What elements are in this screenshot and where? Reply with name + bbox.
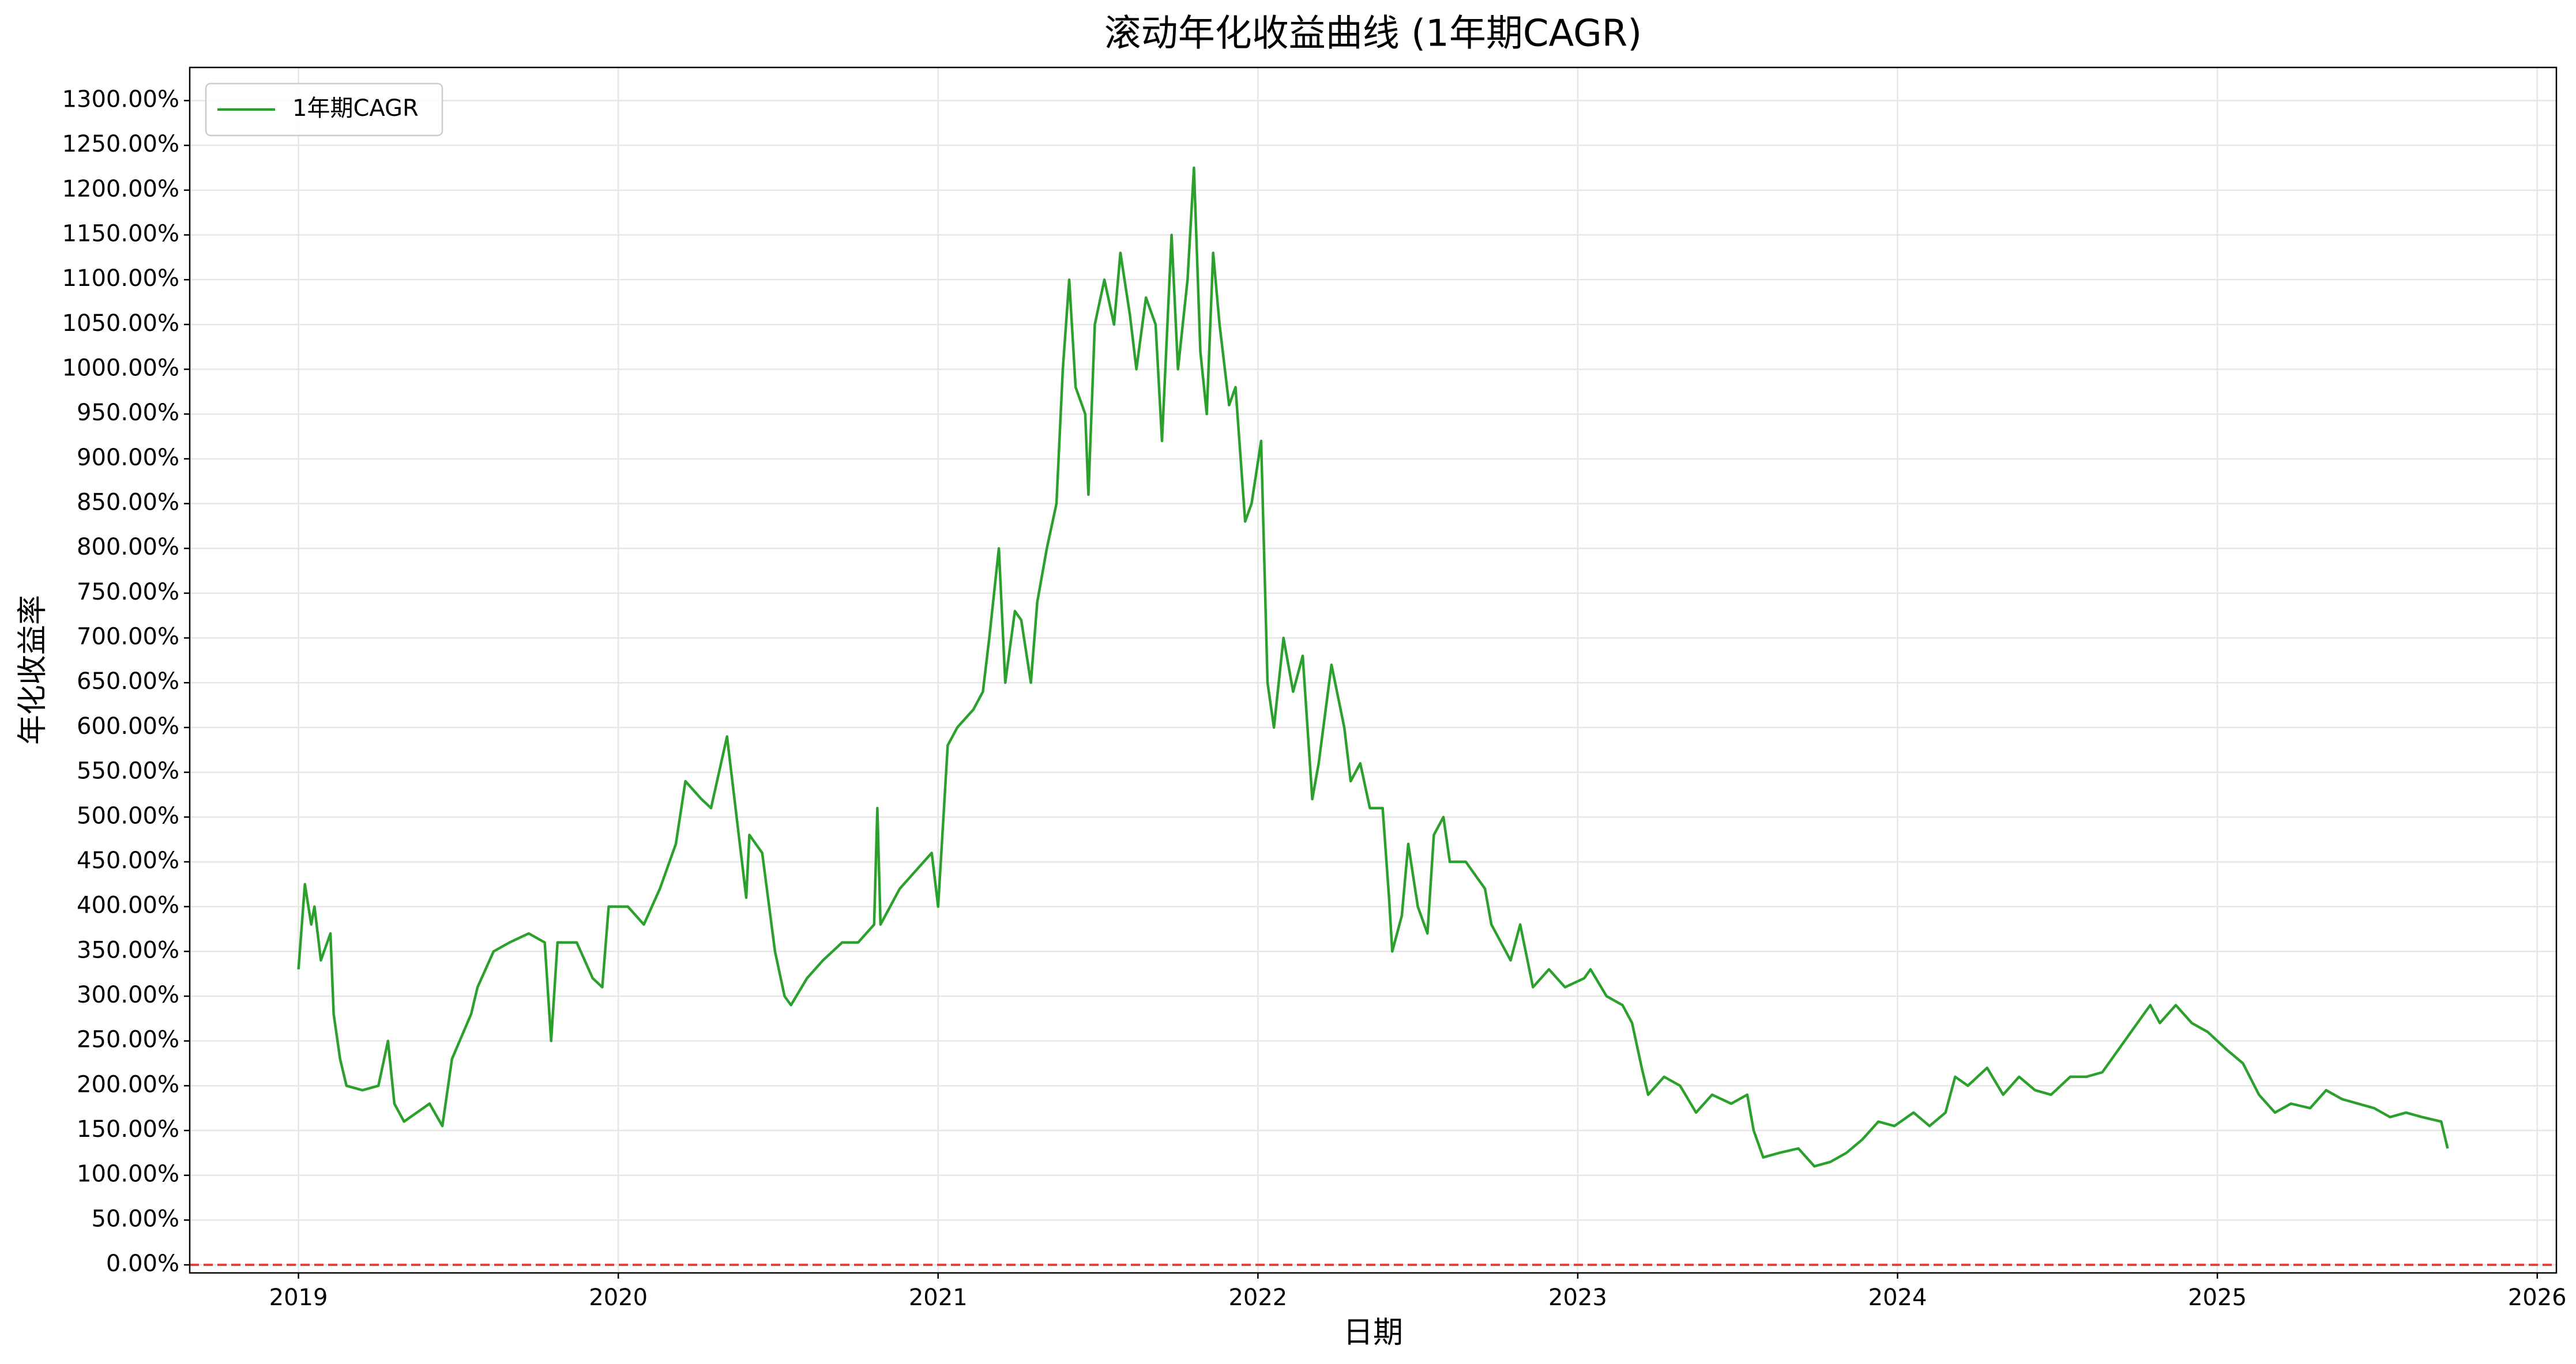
y-tick-label: 1200.00% — [62, 176, 179, 202]
x-axis-label: 日期 — [1343, 1316, 1403, 1350]
legend-box — [205, 82, 443, 137]
y-tick-label: 1300.00% — [62, 86, 179, 112]
legend-label: 1年期CAGR — [292, 95, 419, 122]
x-tick-label: 2025 — [2188, 1284, 2247, 1311]
x-tick-label: 2021 — [909, 1284, 968, 1311]
x-tick-label: 2019 — [269, 1284, 328, 1311]
y-tick-label: 300.00% — [77, 982, 179, 1008]
x-tick-label: 2026 — [2508, 1284, 2567, 1311]
y-tick-label: 1150.00% — [62, 221, 179, 247]
y-tick-label: 850.00% — [77, 489, 179, 516]
y-tick-label: 0.00% — [106, 1250, 179, 1277]
y-tick-label: 800.00% — [77, 534, 179, 560]
y-tick-label: 100.00% — [77, 1161, 179, 1188]
y-tick-label: 1250.00% — [62, 131, 179, 157]
y-tick-label: 1050.00% — [62, 310, 179, 337]
y-tick-label: 650.00% — [77, 668, 179, 695]
x-tick-label: 2024 — [1868, 1284, 1927, 1311]
y-tick-label: 600.00% — [77, 713, 179, 740]
x-tick-label: 2020 — [589, 1284, 648, 1311]
y-tick-label: 950.00% — [77, 400, 179, 426]
chart-title: 滚动年化收益曲线 (1年期CAGR) — [1104, 13, 1642, 55]
y-tick-label: 750.00% — [77, 579, 179, 605]
y-tick-label: 1100.00% — [62, 265, 179, 292]
y-tick-label: 900.00% — [77, 444, 179, 471]
y-tick-label: 1000.00% — [62, 355, 179, 382]
y-tick-label: 200.00% — [77, 1071, 179, 1098]
y-tick-label: 350.00% — [77, 937, 179, 963]
y-tick-label: 550.00% — [77, 758, 179, 785]
y-tick-label: 400.00% — [77, 892, 179, 919]
y-tick-label: 450.00% — [77, 847, 179, 874]
line-series — [297, 166, 2449, 1168]
y-axis-label: 年化收益率 — [16, 595, 50, 745]
y-tick-label: 500.00% — [77, 802, 179, 829]
y-tick-label: 700.00% — [77, 624, 179, 650]
y-tick-label: 50.00% — [91, 1205, 179, 1232]
x-tick-label: 2022 — [1228, 1284, 1287, 1311]
y-tick-label: 250.00% — [77, 1027, 179, 1053]
plot-frame — [189, 66, 2558, 1274]
y-tick-label: 150.00% — [77, 1116, 179, 1143]
x-tick-label: 2023 — [1548, 1284, 1607, 1311]
